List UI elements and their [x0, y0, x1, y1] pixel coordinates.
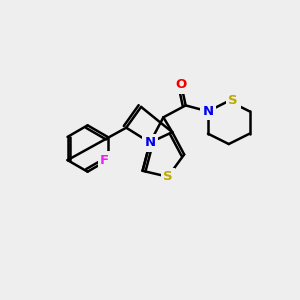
- Text: N: N: [202, 105, 214, 118]
- Text: O: O: [176, 78, 187, 91]
- Text: F: F: [100, 154, 109, 166]
- Text: S: S: [163, 170, 172, 183]
- Text: S: S: [228, 94, 238, 107]
- Text: N: N: [144, 136, 156, 149]
